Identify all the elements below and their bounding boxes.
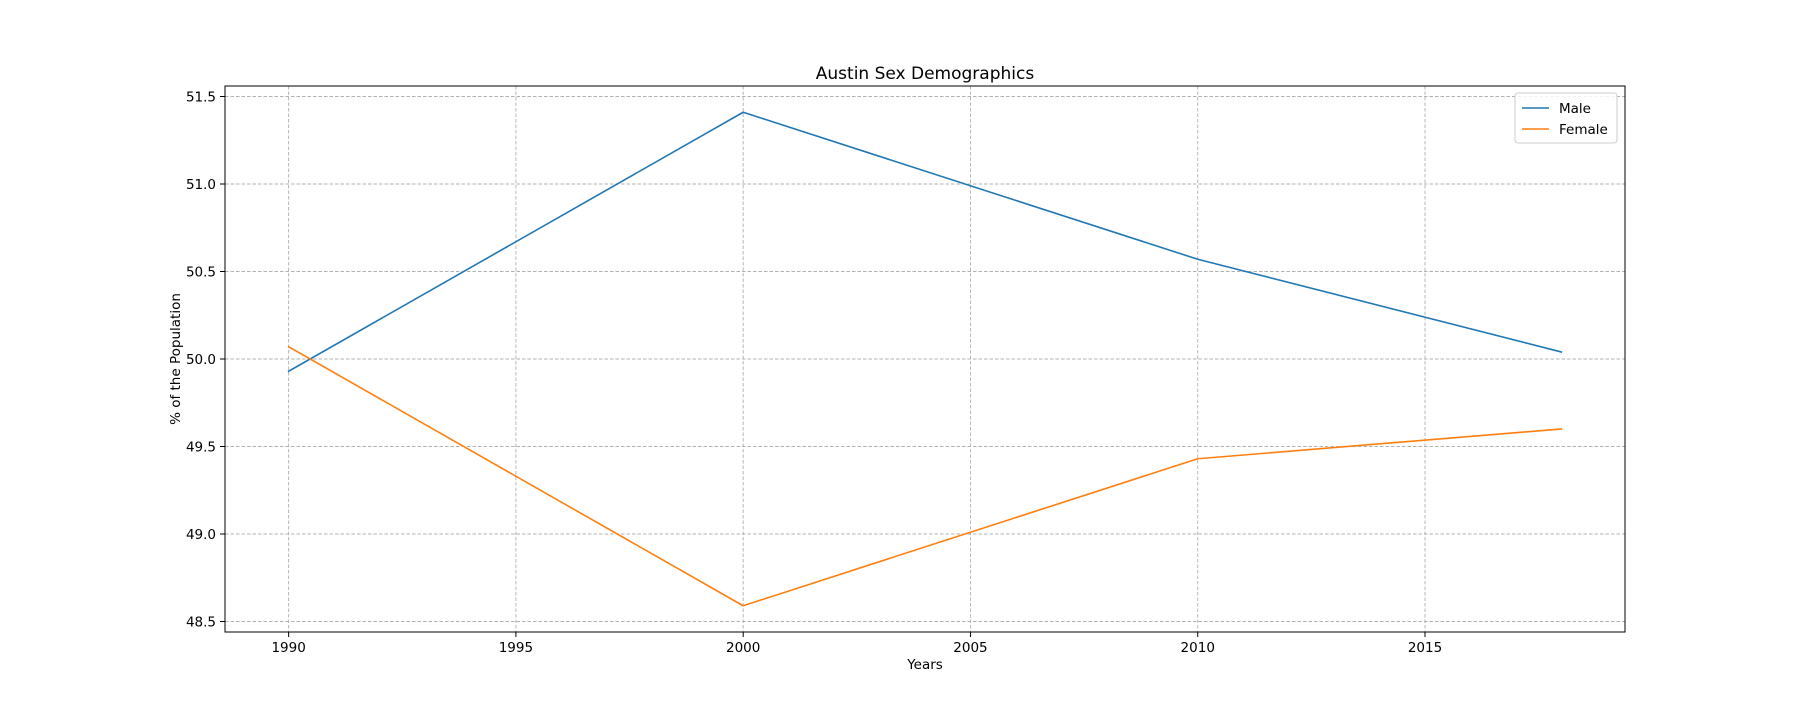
x-axis-label: Years	[906, 657, 943, 673]
y-axis-label: % of the Population	[168, 293, 184, 425]
series-line-male	[287, 111, 1563, 373]
legend-box	[1514, 92, 1618, 144]
x-tick-label: 2005	[953, 640, 987, 656]
x-tick-label: 1995	[499, 640, 533, 656]
x-tick-label: 2000	[726, 640, 760, 656]
legend-label-male: Male	[1559, 101, 1591, 117]
legend-label-female: Female	[1559, 122, 1608, 138]
x-tick-label: 2010	[1181, 640, 1215, 656]
series-lines	[287, 111, 1563, 607]
y-tick-label: 51.5	[186, 90, 216, 106]
x-axis-ticks: 1990 1995 2000 2005 2010 2015	[271, 632, 1442, 656]
x-tick-label: 1990	[271, 640, 305, 656]
legend: Male Female	[1514, 92, 1618, 144]
grid-lines	[225, 86, 1625, 632]
chart-title: Austin Sex Demographics	[816, 64, 1035, 84]
y-tick-label: 50.5	[186, 265, 216, 281]
y-tick-label: 50.0	[186, 352, 216, 368]
y-tick-label: 49.0	[186, 527, 216, 543]
x-tick-label: 2015	[1408, 640, 1442, 656]
y-tick-label: 48.5	[186, 615, 216, 631]
y-tick-label: 51.0	[186, 177, 216, 193]
y-axis-ticks: 48.5 49.0 49.5 50.0 50.5 51.0 51.5	[186, 90, 225, 631]
series-line-female	[287, 345, 1563, 607]
y-tick-label: 49.5	[186, 440, 216, 456]
